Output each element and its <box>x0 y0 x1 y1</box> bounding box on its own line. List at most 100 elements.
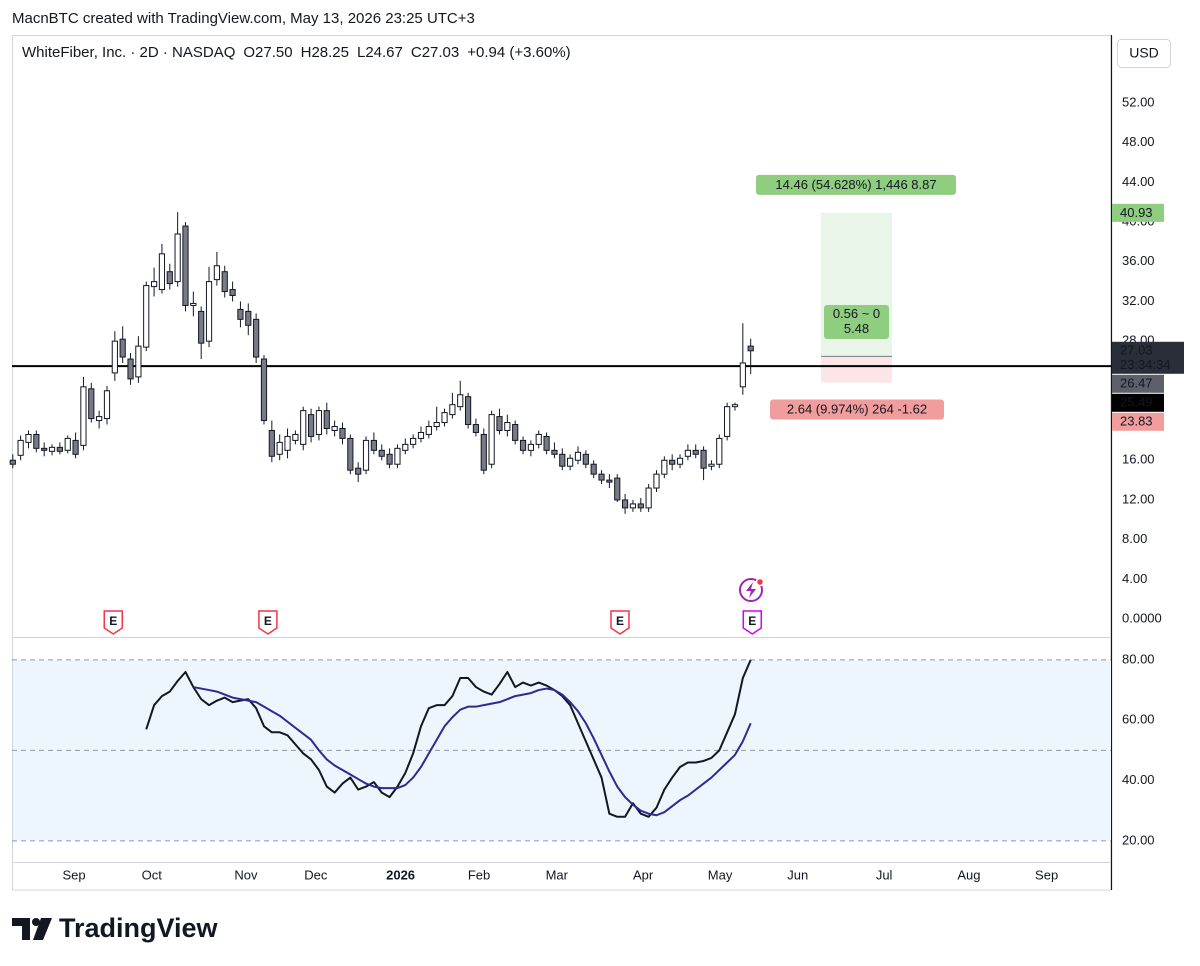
stop-label: 2.64 (9.974%) 264 -1.62 <box>787 401 927 416</box>
candle-body <box>535 433 542 445</box>
candle-body <box>300 410 307 445</box>
candle-body <box>111 340 118 374</box>
target-label: 14.46 (54.628%) 1,446 8.87 <box>775 177 936 192</box>
time-tick-label: May <box>708 867 733 882</box>
logo-seven <box>12 918 30 940</box>
candle-body <box>590 463 597 475</box>
target-label-bg <box>756 174 956 195</box>
candle-body <box>684 449 691 457</box>
candle-body <box>127 358 134 380</box>
time-tick-label: 2026 <box>386 867 415 882</box>
candle-body <box>205 281 213 342</box>
time-tick-label: Mar <box>546 867 569 882</box>
ratio-label: 5.48 <box>844 321 869 336</box>
logo-slash <box>33 918 52 940</box>
candle-body <box>378 449 385 457</box>
candle-body <box>174 233 181 283</box>
candle-body <box>417 431 425 439</box>
price-tag-bg <box>1112 203 1164 222</box>
candle-body <box>637 503 644 509</box>
candle-body <box>260 358 268 422</box>
ohlc-high: H28.25 <box>301 44 349 61</box>
candle-body <box>692 449 699 455</box>
ohlc-open: O27.50 <box>243 44 292 61</box>
price-tag-bg <box>1112 412 1164 431</box>
alert-dot[interactable] <box>755 577 765 587</box>
price-tag-bg <box>1112 374 1164 393</box>
candle-body <box>700 449 707 469</box>
price-tick-label: 0.0000 <box>1122 610 1162 625</box>
earnings-marker <box>742 610 763 635</box>
price-tick-label: 8.00 <box>1122 531 1147 546</box>
price-tag-bg <box>1112 341 1184 374</box>
oscillator-tick-label: 20.00 <box>1122 832 1155 847</box>
candle-body <box>614 477 621 501</box>
earnings-label: E <box>748 614 756 628</box>
price-tag: 25.49 <box>1120 395 1153 410</box>
price-tag: 40.93 <box>1120 205 1153 220</box>
candle-body <box>410 437 417 445</box>
candle-body <box>221 271 228 293</box>
candle-body <box>574 451 582 461</box>
candle-body <box>88 388 95 420</box>
price-tick-label: 16.00 <box>1122 452 1155 467</box>
candle-body <box>72 439 79 455</box>
time-tick-label: Jun <box>787 867 808 882</box>
time-tick-label: Oct <box>142 867 163 882</box>
candle-body <box>119 338 126 358</box>
candle-body <box>166 271 173 285</box>
earnings-label: E <box>264 614 272 628</box>
candle-body <box>661 459 668 475</box>
candle-body <box>292 433 299 441</box>
candle-body <box>708 463 715 467</box>
candle-body <box>433 422 440 428</box>
candle-body <box>190 302 197 306</box>
time-tick-label: Jul <box>876 867 893 882</box>
candle-body <box>158 253 166 291</box>
oscillator-tick-label: 60.00 <box>1122 712 1155 727</box>
earnings-label: E <box>109 614 117 628</box>
price-tag: 27.03 <box>1120 343 1153 358</box>
candle-body <box>245 310 252 326</box>
earnings-marker <box>258 610 278 635</box>
candle-body <box>253 318 260 358</box>
price-tick-label: 4.00 <box>1122 571 1147 586</box>
price-tag-bg <box>1112 393 1164 412</box>
candle-body <box>198 310 205 344</box>
time-tick-label: Apr <box>633 867 654 882</box>
time-tick-label: Nov <box>234 867 258 882</box>
currency-label[interactable]: USD <box>1129 45 1159 61</box>
candle-body <box>323 410 330 429</box>
time-tick-label: Aug <box>957 867 980 882</box>
candle-body <box>237 308 244 320</box>
candle-body <box>606 479 613 483</box>
candle-body <box>80 386 87 446</box>
candle-body <box>669 459 676 465</box>
candle-body <box>315 410 323 435</box>
candle-body <box>739 362 746 388</box>
candle-body <box>480 433 487 471</box>
price-tick-label: 12.00 <box>1122 491 1155 506</box>
candle-body <box>464 396 472 426</box>
price-change: +0.94 (+3.60%) <box>467 44 570 61</box>
legend: WhiteFiber, Inc. · 2D · NASDAQ O27.50 H28.… <box>22 44 571 61</box>
candle-body <box>504 422 511 431</box>
candle-body <box>629 503 637 509</box>
candle-body <box>9 459 16 465</box>
alert-bolt[interactable] <box>746 582 756 598</box>
alert-icon[interactable] <box>739 577 765 602</box>
stop-zone <box>821 356 892 383</box>
candle-body <box>370 439 377 451</box>
earnings-label: E <box>616 614 624 628</box>
candle-body <box>567 457 574 467</box>
candle-body <box>362 439 370 471</box>
currency-button[interactable] <box>1117 39 1171 68</box>
candle-body <box>653 473 660 489</box>
earnings-marker <box>103 610 124 635</box>
candle-body <box>276 441 283 455</box>
time-tick-label: Sep <box>62 867 85 882</box>
logo-dot <box>32 918 40 926</box>
candle-body <box>25 433 32 443</box>
candle-body <box>402 443 409 451</box>
time-tick-label: Feb <box>468 867 490 882</box>
